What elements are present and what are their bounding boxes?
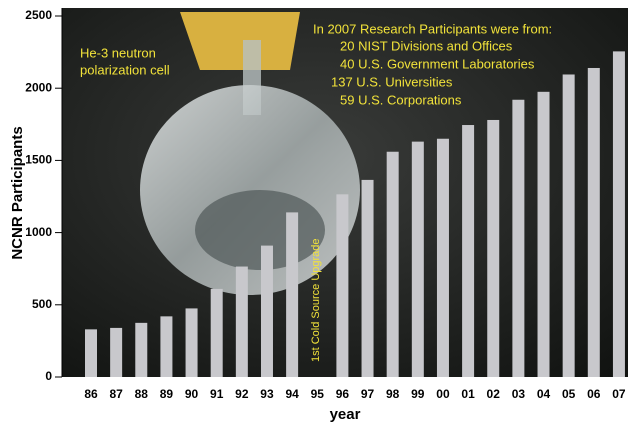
bar xyxy=(260,245,273,377)
x-tick-label: 96 xyxy=(336,387,350,401)
x-tick-label: 89 xyxy=(160,387,174,401)
x-tick-label: 98 xyxy=(386,387,400,401)
bar xyxy=(336,194,349,377)
bar xyxy=(85,329,97,377)
note-line: 40 U.S. Government Laboratories xyxy=(340,56,535,71)
x-axis-label: year xyxy=(330,406,361,423)
x-tick-label: 03 xyxy=(512,387,526,401)
bar xyxy=(210,288,223,377)
x-tick-label: 04 xyxy=(537,387,551,401)
x-tick-label: 92 xyxy=(235,387,249,401)
bar xyxy=(537,91,550,377)
x-tick-label: 87 xyxy=(109,387,123,401)
x-tick-label: 02 xyxy=(487,387,501,401)
y-tick-label: 1000 xyxy=(25,225,52,239)
bar xyxy=(612,51,625,378)
x-tick-label: 94 xyxy=(285,387,299,401)
bar xyxy=(386,151,399,377)
caption: polarization cell xyxy=(80,62,170,77)
x-tick-label: 01 xyxy=(461,387,475,401)
bar xyxy=(587,67,600,377)
x-tick-label: 86 xyxy=(84,387,98,401)
bar xyxy=(411,141,424,377)
bar xyxy=(361,179,374,377)
x-tick-label: 88 xyxy=(135,387,149,401)
bar xyxy=(160,316,173,377)
bar xyxy=(512,99,525,377)
event-annotation: 1st Cold Source Upgrade xyxy=(310,238,322,362)
x-tick-label: 00 xyxy=(436,387,450,401)
note-title: In 2007 Research Participants were from: xyxy=(313,21,552,36)
note-line: 137 U.S. Universities xyxy=(331,74,453,89)
bar xyxy=(436,138,449,377)
bar xyxy=(135,322,148,377)
x-tick-label: 90 xyxy=(185,387,199,401)
x-tick-label: 95 xyxy=(311,387,325,401)
y-tick-label: 0 xyxy=(45,369,52,383)
x-tick-label: 07 xyxy=(612,387,626,401)
y-tick-label: 1500 xyxy=(25,153,52,167)
x-tick-label: 97 xyxy=(361,387,375,401)
x-tick-label: 05 xyxy=(562,387,576,401)
caption: He-3 neutron xyxy=(80,45,156,60)
bar xyxy=(235,266,248,377)
x-tick-label: 99 xyxy=(411,387,425,401)
x-tick-label: 06 xyxy=(587,387,601,401)
y-tick-label: 500 xyxy=(32,297,52,311)
note-line: 59 U.S. Corporations xyxy=(340,92,462,107)
bar xyxy=(562,74,575,378)
bar xyxy=(286,212,299,377)
note-line: 20 NIST Divisions and Offices xyxy=(340,38,513,53)
y-tick-label: 2500 xyxy=(25,8,52,22)
bar xyxy=(110,327,123,377)
bar xyxy=(487,119,500,377)
x-tick-label: 91 xyxy=(210,387,224,401)
y-axis-label: NCNR Participants xyxy=(9,126,26,259)
photo-glove xyxy=(180,12,300,70)
y-tick-label: 2000 xyxy=(25,80,52,94)
x-tick-label: 93 xyxy=(260,387,274,401)
photo-glass-inner xyxy=(195,190,325,270)
bar xyxy=(185,308,198,377)
bar xyxy=(462,125,475,377)
